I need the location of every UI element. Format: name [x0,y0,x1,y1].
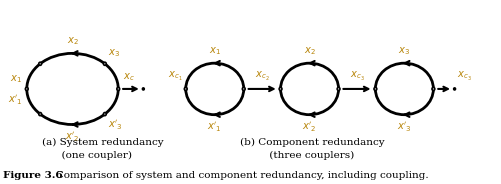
Circle shape [26,87,28,91]
Circle shape [117,87,119,91]
Text: $x_{c_3}$: $x_{c_3}$ [349,70,364,83]
Text: $x_1$: $x_1$ [208,45,220,57]
Text: (b) Component redundancy
         (three couplers): (b) Component redundancy (three couplers… [239,138,384,160]
Circle shape [279,87,282,91]
Circle shape [103,113,106,116]
Circle shape [184,87,187,91]
Circle shape [373,87,376,91]
Circle shape [39,62,42,65]
Text: (a) System redundancy
      (one coupler): (a) System redundancy (one coupler) [42,138,163,160]
Text: $x_{c_3}$: $x_{c_3}$ [456,70,471,83]
Circle shape [39,113,42,116]
Text: $x'_3$: $x'_3$ [396,121,411,134]
Circle shape [242,87,244,91]
Text: $x_2$: $x_2$ [67,36,78,47]
Circle shape [337,87,339,91]
Text: $x_{c_1}$: $x_{c_1}$ [167,70,182,83]
Circle shape [431,87,434,91]
Text: $x_3$: $x_3$ [397,45,410,57]
Circle shape [103,62,106,65]
Text: $x_1$: $x_1$ [11,73,22,85]
Text: $x_{c_2}$: $x_{c_2}$ [255,70,269,83]
Text: $x_c$: $x_c$ [123,71,135,83]
Text: Comparison of system and component redundancy, including coupling.: Comparison of system and component redun… [46,171,427,180]
Text: $x_2$: $x_2$ [303,45,315,57]
Text: $x'_2$: $x'_2$ [302,121,316,134]
Text: $x'_2$: $x'_2$ [65,131,80,144]
Text: $x'_1$: $x'_1$ [207,121,222,134]
Text: Figure 3.6: Figure 3.6 [3,171,63,180]
Circle shape [142,88,144,90]
Circle shape [452,88,455,90]
Text: $x'_3$: $x'_3$ [108,119,123,132]
Text: $x'_1$: $x'_1$ [8,93,22,107]
Text: $x_3$: $x_3$ [108,47,120,59]
